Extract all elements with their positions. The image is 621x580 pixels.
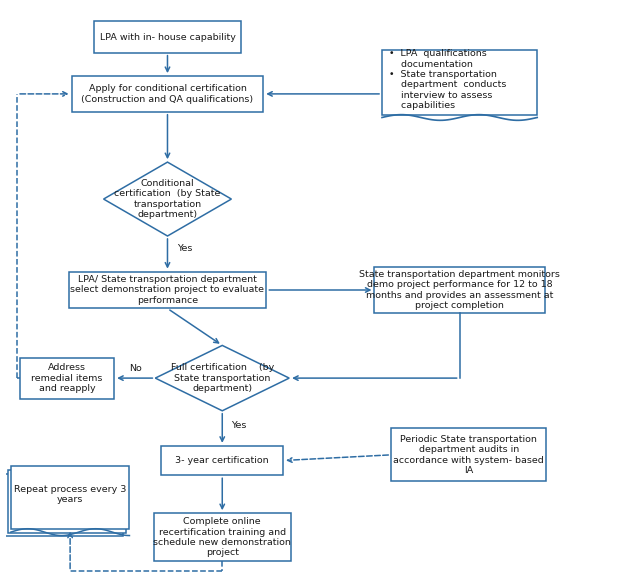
Text: •  LPA  qualifications
    documentation
•  State transportation
    department : • LPA qualifications documentation • Sta… (389, 49, 507, 110)
Text: Complete online
recertification training and
schedule new demonstration
project: Complete online recertification training… (153, 517, 291, 557)
Polygon shape (155, 346, 289, 411)
FancyBboxPatch shape (374, 267, 545, 313)
FancyBboxPatch shape (154, 513, 291, 561)
FancyBboxPatch shape (382, 50, 537, 115)
FancyBboxPatch shape (94, 21, 240, 53)
Text: Conditional
certification  (by State
transportation
department): Conditional certification (by State tran… (114, 179, 220, 219)
FancyBboxPatch shape (68, 271, 266, 309)
Text: Repeat process every 3
years: Repeat process every 3 years (14, 485, 126, 505)
Text: No: No (129, 364, 142, 374)
Text: Periodic State transportation
department audits in
accordance with system- based: Periodic State transportation department… (393, 435, 544, 475)
FancyBboxPatch shape (5, 474, 124, 536)
FancyBboxPatch shape (20, 358, 114, 398)
Text: Yes: Yes (232, 421, 247, 430)
FancyBboxPatch shape (391, 429, 546, 481)
Polygon shape (104, 162, 232, 236)
Text: Address
remedial items
and reapply: Address remedial items and reapply (32, 363, 102, 393)
Text: LPA/ State transportation department
select demonstration project to evaluate
pe: LPA/ State transportation department sel… (71, 275, 265, 305)
Text: 3- year certification: 3- year certification (176, 456, 269, 465)
Text: LPA with in- house capability: LPA with in- house capability (99, 32, 235, 42)
Text: Full certification    (by
State transportation
department): Full certification (by State transportat… (171, 363, 274, 393)
FancyBboxPatch shape (71, 76, 263, 112)
FancyBboxPatch shape (161, 446, 283, 475)
FancyBboxPatch shape (7, 470, 127, 532)
Text: Yes: Yes (176, 244, 192, 253)
FancyBboxPatch shape (11, 466, 129, 529)
Text: Apply for conditional certification
(Construction and QA qualifications): Apply for conditional certification (Con… (81, 84, 253, 104)
Text: State transportation department monitors
demo project performance for 12 to 18
m: State transportation department monitors… (359, 270, 560, 310)
